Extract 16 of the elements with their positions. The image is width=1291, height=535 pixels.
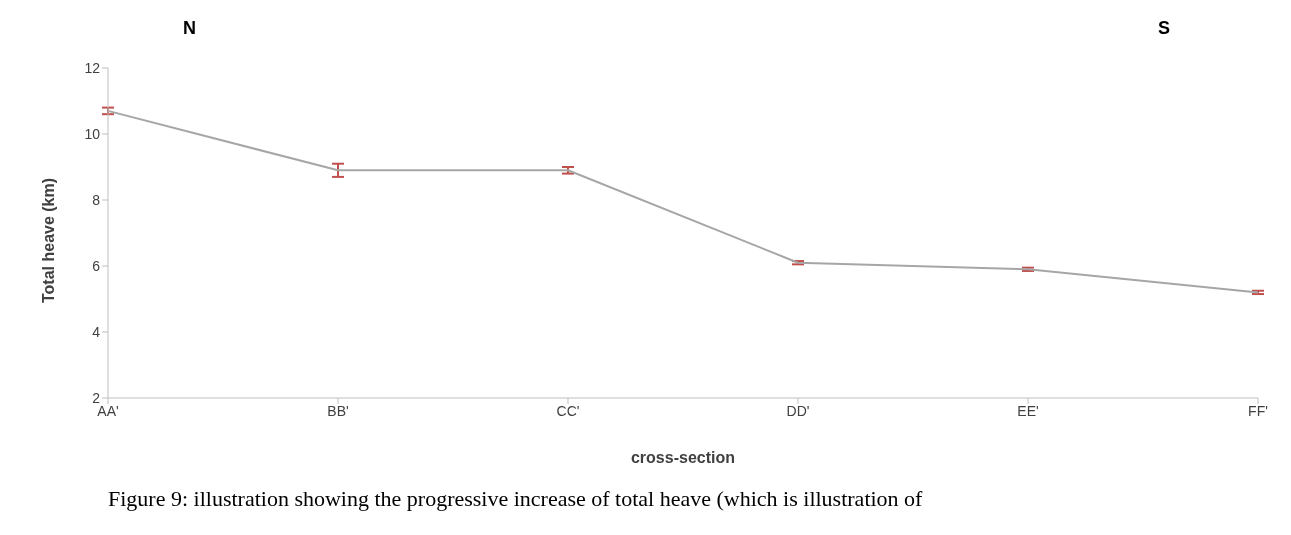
line-series [107, 109, 1259, 294]
x-tick-label: DD' [786, 402, 810, 419]
y-tick-label: 12 [84, 59, 101, 76]
x-tick-label: FF' [1248, 402, 1268, 419]
y-tick-label: 10 [84, 125, 101, 142]
y-axis-title: Total heave (km) [39, 177, 57, 303]
y-tick-label: 6 [92, 257, 101, 274]
y-tick-label: 8 [92, 191, 101, 208]
y-tick-label: 4 [92, 323, 101, 340]
text: S [1158, 18, 1171, 39]
x-tick-label: EE' [1017, 402, 1039, 419]
x-tick-label: BB' [327, 402, 349, 419]
text: N [183, 18, 196, 39]
caption: Figure 9: illustration showing the progressive increase of total heave (which is illustration of [108, 486, 923, 512]
x-tick-label: CC' [556, 402, 580, 419]
x-axis-title: cross-section [630, 449, 736, 466]
